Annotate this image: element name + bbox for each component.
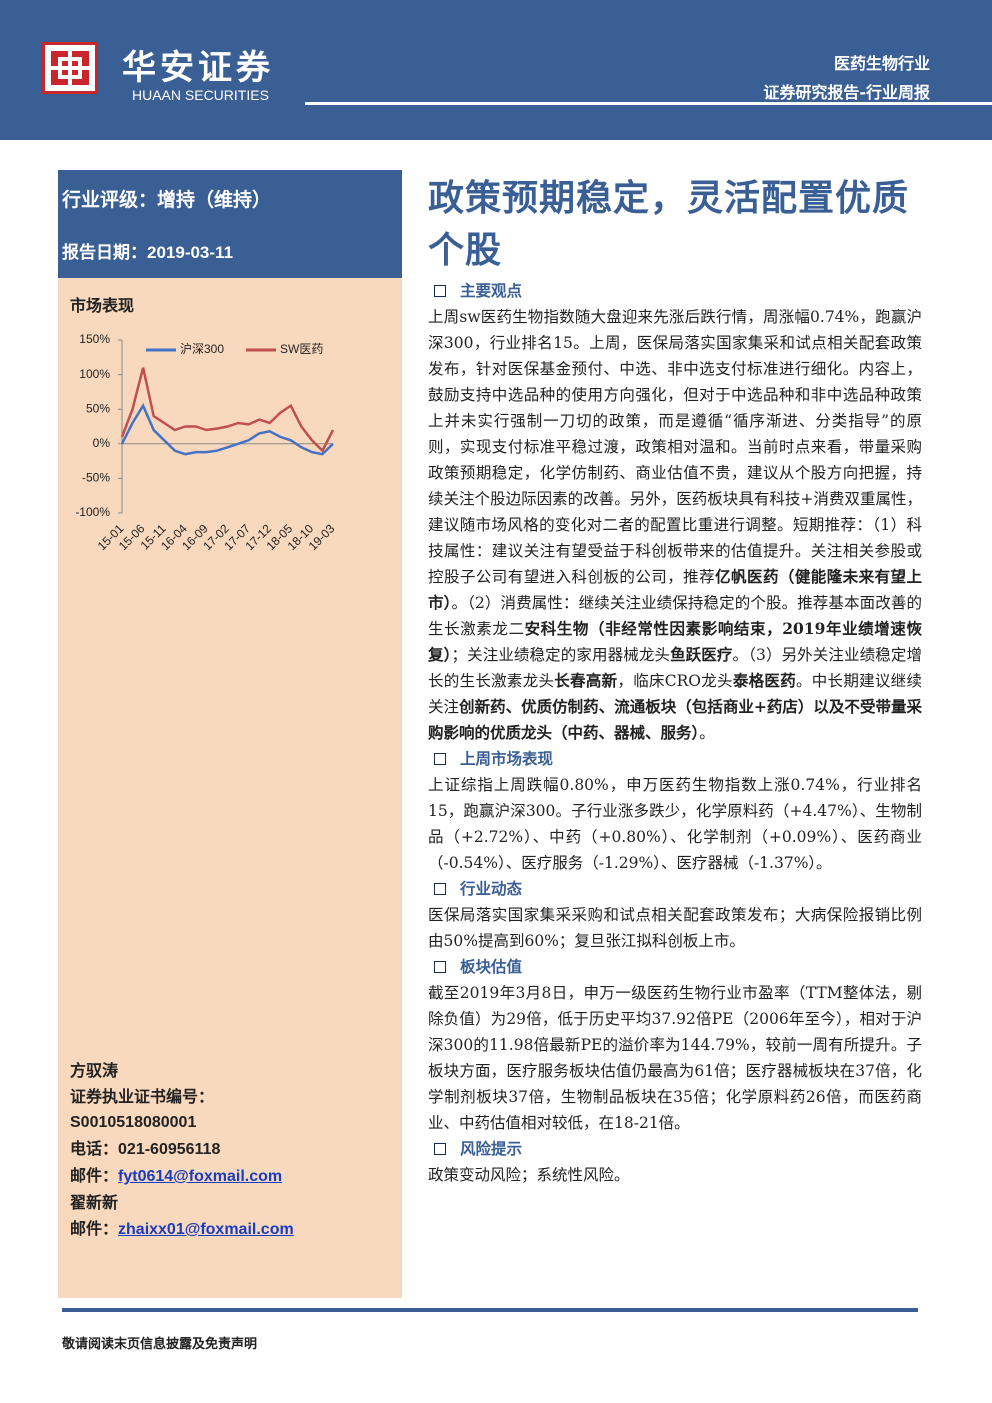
text: 政策变动风险；系统性风险。	[428, 1166, 630, 1184]
header-band	[0, 0, 992, 140]
text: 上周sw医药生物指数随大盘迎来先涨后跌行情，周涨幅0.74%，跑赢沪深300，行…	[428, 308, 922, 586]
section-title: 主要观点	[460, 281, 523, 300]
data-line	[120, 367, 335, 453]
chart: -100%-50%0%50%100%150%15-0115-0615-1116-…	[75, 332, 337, 553]
text: 。	[699, 724, 715, 742]
industry: 医药生物行业	[833, 54, 930, 73]
date-label: 报告日期：	[62, 243, 147, 263]
cert-number: S0010518080001	[70, 1114, 197, 1131]
y-tick-label: -50%	[82, 471, 110, 485]
bold-text: 泰格医药	[732, 671, 796, 690]
legend-label: 沪深300	[180, 342, 224, 356]
text: ；关注业绩稳定的家用器械龙头	[451, 646, 671, 664]
sidebar-body	[58, 278, 402, 1298]
text: ，临床CRO龙头	[617, 672, 733, 690]
phone: 电话：021-60956118	[70, 1136, 294, 1163]
bold-text: 鱼跃医疗	[670, 645, 733, 664]
analyst-name: 翟新新	[70, 1193, 119, 1212]
bold-text: 创新药、优质仿制药、流通板块（包括商业+药店）以及不受带量采购影响的优质龙头（中…	[428, 697, 922, 742]
checkbox-icon	[434, 285, 446, 297]
y-tick-label: -100%	[75, 505, 110, 519]
checkbox-icon	[434, 753, 446, 765]
checkbox-icon	[434, 961, 446, 973]
section-heading: 上周市场表现	[428, 746, 922, 772]
footer-rule	[62, 1308, 918, 1312]
report-date: 报告日期：2019-03-11	[62, 238, 233, 263]
email: 邮件：zhaixx01@foxmail.com	[70, 1216, 294, 1243]
section-heading: 板块估值	[428, 954, 922, 980]
chart-title: 市场表现	[70, 296, 135, 315]
bold-text: 长春高新	[554, 671, 618, 690]
report-type: 证券研究报告-行业周报	[763, 83, 930, 102]
section-heading: 主要观点	[428, 278, 922, 304]
section-heading: 风险提示	[428, 1136, 922, 1162]
analyst-name: 方驭涛	[70, 1061, 119, 1080]
email-label: 邮件：	[70, 1166, 119, 1185]
phone-label: 电话：	[70, 1139, 119, 1158]
y-tick-label: 150%	[79, 332, 110, 346]
section-title: 板块估值	[460, 957, 523, 976]
text: 医保局落实国家集采采购和试点相关配套政策发布；大病保险报销比例由50%提高到60…	[428, 906, 922, 950]
y-tick-label: 0%	[93, 436, 111, 450]
logo-subtext: HUAAN SECURITIES	[132, 87, 269, 103]
main-content: 主要观点上周sw医药生物指数随大盘迎来先涨后跌行情，周涨幅0.74%，跑赢沪深3…	[428, 278, 922, 1188]
section-text: 政策变动风险；系统性风险。	[428, 1162, 922, 1188]
section-title: 上周市场表现	[460, 749, 554, 768]
y-tick-label: 100%	[79, 367, 110, 381]
date-value: 2019-03-11	[147, 243, 234, 262]
email: 邮件：fyt0614@foxmail.com	[70, 1163, 294, 1190]
email-address[interactable]: zhaixx01@foxmail.com	[118, 1221, 294, 1238]
rating: 行业评级：增持（维持）	[62, 189, 272, 211]
section-title: 风险提示	[460, 1139, 523, 1158]
text: 。（2）消费属性：继续关注业绩保持稳定的个股。推荐基本面改善的生长激素龙二	[428, 594, 922, 638]
section-title: 行业动态	[460, 879, 523, 898]
section-text: 医保局落实国家集采采购和试点相关配套政策发布；大病保险报销比例由50%提高到60…	[428, 902, 922, 954]
logo-text: 华安证券	[122, 48, 274, 88]
section-text: 上证综指上周跌幅0.80%，申万医药生物指数上涨0.74%，行业排名15，跑赢沪…	[428, 772, 922, 876]
text: 。（3）另外关注业绩稳定增长的生长激素龙头	[428, 646, 922, 690]
bold-text: 安科生物（非经常性因素影响结束，2019年业绩增速恢复）	[428, 619, 922, 664]
header-rule	[305, 102, 992, 105]
section-text: 上周sw医药生物指数随大盘迎来先涨后跌行情，周涨幅0.74%，跑赢沪深300，行…	[428, 304, 922, 746]
section-heading: 行业动态	[428, 876, 922, 902]
checkbox-icon	[434, 883, 446, 895]
text: 上证综指上周跌幅0.80%，申万医药生物指数上涨0.74%，行业排名15，跑赢沪…	[428, 776, 922, 872]
bold-text: 亿帆医药（健能隆未来有望上市）	[428, 567, 922, 612]
logo-mark	[49, 49, 91, 87]
cert-label: 证券执业证书编号：	[70, 1087, 215, 1106]
legend-label: SW医药	[280, 342, 323, 356]
section-text: 截至2019年3月8日，申万一级医药生物行业市盈率（TTM整体法，剔除负值）为2…	[428, 980, 922, 1136]
y-tick-label: 50%	[86, 401, 110, 415]
text: 截至2019年3月8日，申万一级医药生物行业市盈率（TTM整体法，剔除负值）为2…	[428, 984, 922, 1132]
sidebar-top	[58, 170, 402, 278]
email-label: 邮件：	[70, 1219, 119, 1238]
phone-number: 021-60956118	[118, 1141, 221, 1158]
data-line	[120, 403, 334, 456]
checkbox-icon	[434, 1143, 446, 1155]
logo-icon	[42, 42, 98, 94]
analysts: 方驭涛证券执业证书编号： S0010518080001 电话：021-6095611…	[70, 1058, 294, 1243]
email-address[interactable]: fyt0614@foxmail.com	[118, 1168, 283, 1185]
text: 。中长期建议继续关注	[428, 672, 922, 716]
report-title: 政策预期稳定，灵活配置优质个股	[428, 177, 910, 271]
footer: 敬请阅读末页信息披露及免责声明	[62, 1337, 258, 1352]
